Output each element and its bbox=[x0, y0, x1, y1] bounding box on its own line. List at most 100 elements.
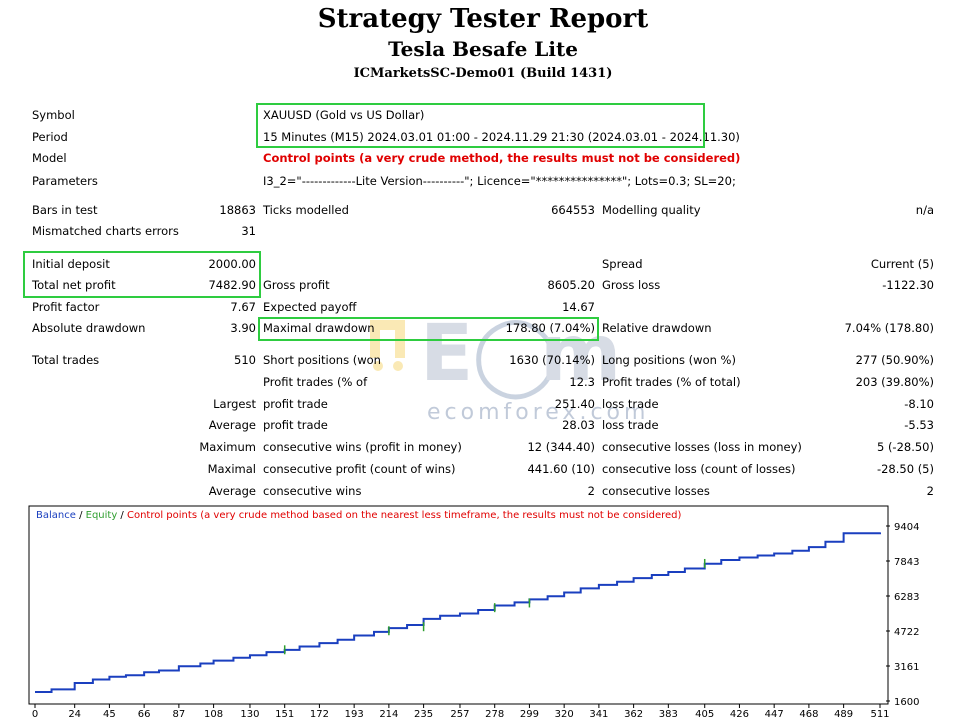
long-label: Long positions (won %) bbox=[602, 353, 736, 367]
grossprofit-value: 8605.20 bbox=[547, 278, 595, 292]
x-tick-label: 214 bbox=[379, 709, 398, 720]
grossprofit-label: Gross profit bbox=[263, 278, 330, 292]
server-build: ICMarketsSC-Demo01 (Build 1431) bbox=[353, 66, 613, 81]
profit-trades-label: Profit trades (% of bbox=[263, 375, 368, 389]
x-tick-label: 193 bbox=[345, 709, 364, 720]
deposit-profit-highlight bbox=[23, 251, 261, 298]
max-cons-loss-value: -28.50 (5) bbox=[876, 462, 934, 476]
max-cons-loss-label: consecutive loss (count of losses) bbox=[602, 462, 796, 476]
svg-text:m: m bbox=[540, 309, 621, 399]
x-tick-label: 87 bbox=[172, 709, 185, 720]
ticks-label: Ticks modelled bbox=[263, 203, 349, 217]
x-tick-label: 235 bbox=[414, 709, 433, 720]
maximal-label: Maximal bbox=[207, 462, 256, 476]
x-tick-label: 0 bbox=[32, 709, 38, 720]
legend-sep-1: / bbox=[76, 510, 86, 521]
expert-name: Tesla Besafe Lite bbox=[388, 37, 578, 61]
max-cons-losses-label: consecutive losses (loss in money) bbox=[602, 440, 802, 454]
deposit-value: 2000.00 bbox=[208, 257, 256, 271]
average-loss-value: -5.53 bbox=[904, 418, 934, 432]
model-label: Model bbox=[32, 151, 67, 165]
largest-label: Largest bbox=[213, 397, 256, 411]
x-tick-label: 130 bbox=[240, 709, 259, 720]
average-label: Average bbox=[208, 418, 256, 432]
average-loss-label: loss trade bbox=[602, 418, 659, 432]
legend-equity: Equity bbox=[86, 510, 118, 521]
bars-label: Bars in test bbox=[32, 203, 98, 217]
payoff-label: Expected payoff bbox=[263, 300, 357, 314]
avg-cons-losses-label: consecutive losses bbox=[602, 484, 710, 498]
x-tick-label: 172 bbox=[310, 709, 329, 720]
svg-text:◯: ◯ bbox=[472, 309, 559, 400]
largest-loss-label: loss trade bbox=[602, 397, 659, 411]
trades-value: 510 bbox=[234, 353, 256, 367]
absdd-label: Absolute drawdown bbox=[32, 321, 146, 335]
netprofit-value: 7482.90 bbox=[208, 278, 256, 292]
reldd-label: Relative drawdown bbox=[602, 321, 712, 335]
max-cons-profit-value: 441.60 (10) bbox=[527, 462, 595, 476]
profit-trades-value: 12.3 bbox=[569, 375, 595, 389]
legend-sep-2: / bbox=[117, 510, 127, 521]
spread-value: Current (5) bbox=[870, 257, 934, 271]
x-tick-label: 383 bbox=[659, 709, 678, 720]
short-label: Short positions (won bbox=[263, 353, 381, 367]
period-label: Period bbox=[32, 130, 68, 144]
x-tick-label: 66 bbox=[138, 709, 151, 720]
x-tick-label: 405 bbox=[695, 709, 714, 720]
quality-value: n/a bbox=[915, 203, 934, 217]
y-tick-label: 3161 bbox=[894, 662, 919, 673]
x-tick-label: 511 bbox=[870, 709, 889, 720]
balance-line bbox=[35, 532, 881, 694]
loss-trades-value: 203 (39.80%) bbox=[855, 375, 934, 389]
watermark-text: ecomforex.com bbox=[427, 400, 650, 425]
svg-text:E: E bbox=[420, 309, 473, 399]
x-tick-label: 426 bbox=[730, 709, 749, 720]
symbol-label: Symbol bbox=[32, 108, 75, 122]
largest-profit-value: 251.40 bbox=[554, 397, 595, 411]
max-cons-wins-label: consecutive wins (profit in money) bbox=[263, 440, 462, 454]
payoff-value: 14.67 bbox=[562, 300, 595, 314]
x-tick-label: 24 bbox=[68, 709, 81, 720]
plot-frame bbox=[28, 505, 889, 705]
x-tick-label: 278 bbox=[485, 709, 504, 720]
balance-chart: Balance / Equity / Control points (a ver… bbox=[28, 505, 919, 720]
x-tick-label: 447 bbox=[765, 709, 784, 720]
symbol-period-highlight bbox=[256, 103, 705, 148]
grossloss-value: -1122.30 bbox=[882, 278, 934, 292]
average2-label: Average bbox=[208, 484, 256, 498]
average-profit-label: profit trade bbox=[263, 418, 328, 432]
legend-note: Control points (a very crude method base… bbox=[127, 510, 682, 521]
mismatch-value: 31 bbox=[241, 224, 256, 238]
x-tick-label: 257 bbox=[450, 709, 469, 720]
quality-label: Modelling quality bbox=[602, 203, 701, 217]
trades-label: Total trades bbox=[32, 353, 100, 367]
max-cons-wins-value: 12 (344.40) bbox=[527, 440, 595, 454]
y-tick-label: 7843 bbox=[894, 557, 919, 568]
watermark-logo-icon: E ◯ m bbox=[370, 309, 621, 400]
x-tick-label: 489 bbox=[834, 709, 853, 720]
deposit-label: Initial deposit bbox=[32, 257, 110, 271]
avg-cons-wins-label: consecutive wins bbox=[263, 484, 362, 498]
x-tick-label: 320 bbox=[555, 709, 574, 720]
x-tick-label: 468 bbox=[799, 709, 818, 720]
legend-balance: Balance bbox=[36, 510, 76, 521]
short-value: 1630 (70.14%) bbox=[509, 353, 595, 367]
y-tick-label: 4722 bbox=[894, 627, 919, 638]
grossloss-label: Gross loss bbox=[602, 278, 661, 292]
report-title: Strategy Tester Report bbox=[317, 4, 649, 34]
average-profit-value: 28.03 bbox=[562, 418, 595, 432]
absdd-value: 3.90 bbox=[230, 321, 256, 335]
chart-legend: Balance / Equity / Control points (a ver… bbox=[36, 510, 682, 521]
pf-value: 7.67 bbox=[230, 300, 256, 314]
max-cons-profit-label: consecutive profit (count of wins) bbox=[263, 462, 456, 476]
largest-profit-label: profit trade bbox=[263, 397, 328, 411]
y-tick-label: 6283 bbox=[894, 592, 919, 603]
x-tick-label: 362 bbox=[624, 709, 643, 720]
x-tick-label: 151 bbox=[275, 709, 294, 720]
symbol-value: XAUUSD (Gold vs US Dollar) bbox=[263, 108, 425, 122]
ticks-value: 664553 bbox=[551, 203, 595, 217]
maxdd-highlight bbox=[258, 317, 599, 341]
watermark-logo: E ◯ m bbox=[360, 300, 660, 409]
mismatch-label: Mismatched charts errors bbox=[32, 224, 179, 238]
netprofit-label: Total net profit bbox=[32, 278, 116, 292]
